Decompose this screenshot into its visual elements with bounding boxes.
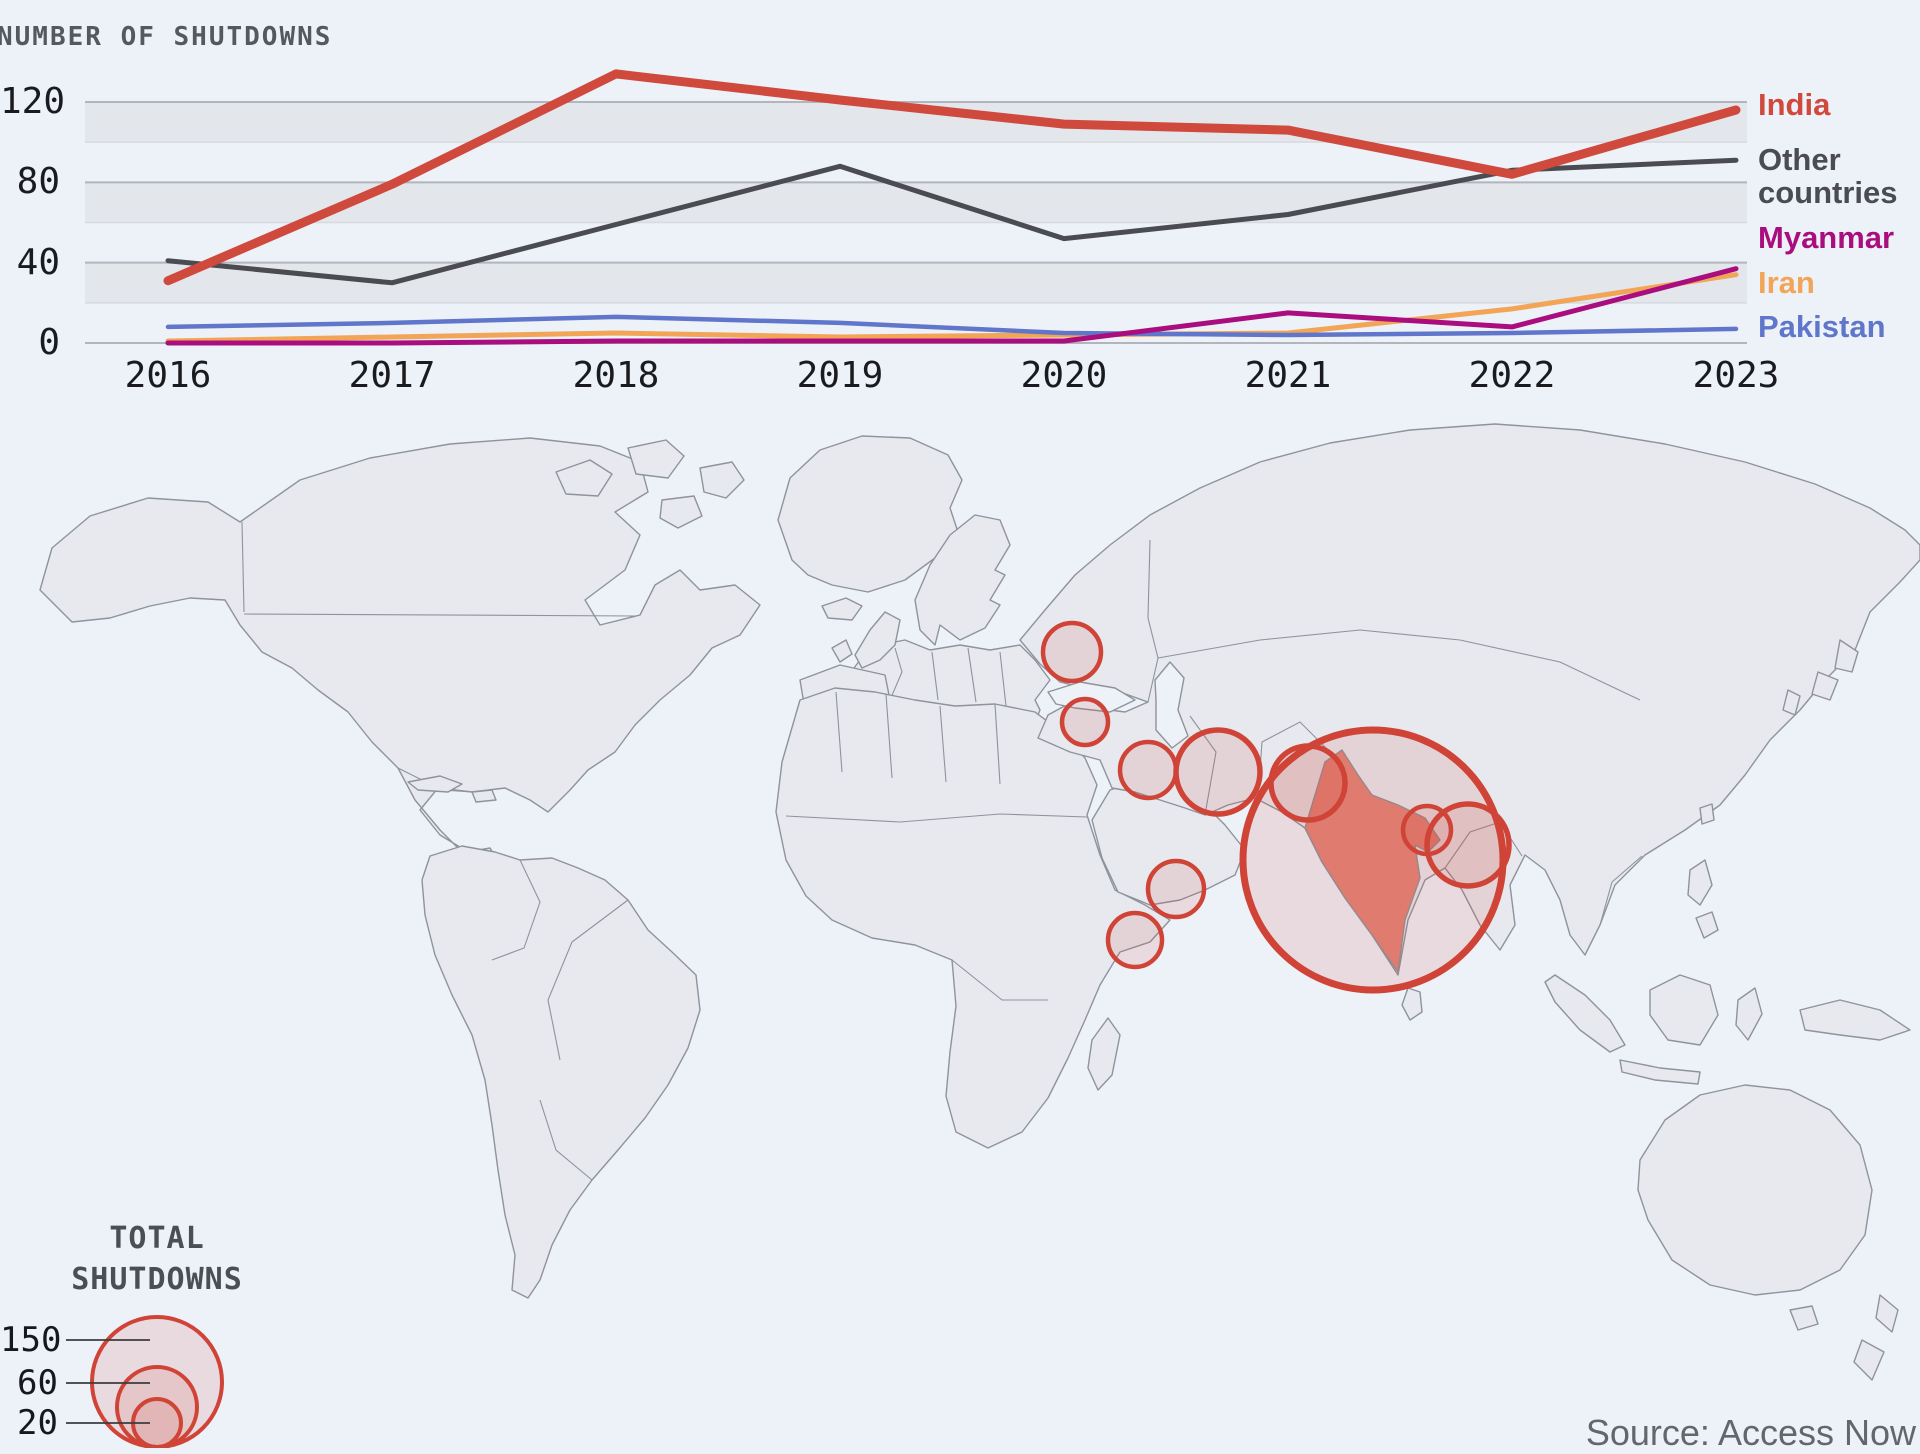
legend-value-150: 150 — [0, 1320, 62, 1360]
x-tick-label: 2020 — [1020, 355, 1108, 396]
japan-south — [1811, 671, 1839, 701]
united-kingdom — [854, 611, 901, 669]
border-iran-west — [1189, 715, 1217, 816]
border-sa-1 — [491, 859, 541, 961]
border-af-5 — [951, 959, 1048, 1001]
y-tick-label: 0 — [38, 322, 60, 363]
border-sa-3 — [539, 1099, 593, 1181]
border-alaska-canada — [241, 521, 245, 613]
border-eu-4 — [999, 651, 1007, 707]
x-tick-label: 2017 — [348, 355, 436, 396]
source-note: Source: Access Now — [1585, 1412, 1916, 1453]
philippines-luzon — [1687, 859, 1713, 906]
continent-south-america — [421, 845, 701, 1299]
korea — [1782, 689, 1801, 716]
continent-africa — [775, 687, 1171, 1149]
japan-north — [1834, 639, 1859, 673]
line-myanmar — [165, 266, 1739, 346]
series-label-iran: Iran — [1758, 265, 1815, 300]
line-chart — [85, 69, 1747, 346]
iceland — [821, 597, 863, 621]
bubble-size-legend — [66, 1315, 224, 1448]
legend-value-20: 20 — [17, 1403, 58, 1443]
x-tick-label: 2023 — [1692, 355, 1780, 396]
world-map — [39, 423, 1920, 1381]
bubble-ukraine — [1040, 620, 1104, 684]
taiwan — [1699, 803, 1715, 825]
border-af-2 — [885, 693, 893, 779]
chart-title: NUMBER OF SHUTDOWNS — [0, 22, 333, 52]
ireland — [831, 639, 853, 663]
border-ural — [1147, 539, 1159, 703]
line-iran — [165, 272, 1739, 344]
island-arctic-2 — [627, 439, 685, 479]
island-arctic-4 — [659, 495, 703, 529]
line-india — [163, 69, 1741, 286]
map-legend-title: TOTAL SHUTDOWNS — [71, 1221, 243, 1297]
border-indochina — [1599, 855, 1643, 926]
x-tick-label: 2016 — [124, 355, 212, 396]
border-af-sahel — [785, 813, 1088, 823]
bubble-pakistan — [1268, 743, 1348, 823]
x-tick-label: 2018 — [572, 355, 660, 396]
y-tick-label: 40 — [16, 241, 60, 283]
border-eu-1 — [889, 647, 903, 701]
border-eu-2 — [931, 651, 939, 701]
sri-lanka — [1401, 987, 1423, 1021]
bubble-india — [1239, 726, 1507, 994]
philippines-mindanao — [1695, 911, 1719, 939]
madagascar — [1087, 1017, 1121, 1091]
border-sa-2 — [547, 899, 629, 1061]
new-zealand-north — [1875, 1294, 1899, 1333]
bubble-iraq — [1117, 739, 1179, 801]
series-label-india: India — [1758, 87, 1831, 122]
greenland — [777, 435, 963, 593]
line-pakistan — [165, 314, 1739, 338]
y-tick-label: 80 — [16, 161, 60, 203]
border-kazakh — [1157, 629, 1461, 659]
bubble-bangladesh — [1400, 803, 1454, 857]
x-tick-label: 2019 — [796, 355, 884, 396]
sumatra — [1544, 974, 1626, 1053]
border-af-4 — [994, 703, 1001, 785]
sulawesi — [1735, 987, 1763, 1041]
borneo — [1649, 974, 1719, 1046]
continent-asia — [1019, 423, 1920, 976]
island-arctic-1 — [555, 459, 613, 497]
y-tick-label: 120 — [0, 81, 66, 122]
australia — [1637, 1084, 1873, 1296]
x-tick-label: 2021 — [1244, 355, 1332, 396]
shutdown-bubbles — [1040, 620, 1512, 994]
bubble-yemen — [1145, 858, 1207, 920]
hispaniola — [471, 789, 497, 803]
tasmania — [1789, 1305, 1819, 1331]
x-tick-label: 2022 — [1468, 355, 1556, 396]
new-zealand-south — [1853, 1339, 1885, 1381]
bubble-turkey — [1059, 696, 1111, 748]
bubble-ethiopia — [1105, 910, 1165, 970]
continent-north-america — [39, 437, 761, 949]
cuba — [407, 775, 463, 793]
border-af-1 — [835, 691, 843, 773]
scandinavia — [914, 514, 1011, 646]
caspian-sea — [1154, 661, 1189, 749]
bubble-myanmar — [1424, 801, 1512, 889]
series-label-myanmar: Myanmar — [1758, 220, 1895, 255]
new-guinea — [1799, 999, 1911, 1041]
bubble-iran — [1173, 727, 1263, 817]
series-label-other-countries: Other countries — [1758, 142, 1898, 210]
line-other-countries — [165, 157, 1739, 286]
legend-value-60: 60 — [17, 1363, 58, 1403]
java — [1619, 1059, 1701, 1085]
border-eu-3 — [967, 647, 977, 703]
series-label-pakistan: Pakistan — [1758, 309, 1886, 344]
grid-band — [85, 262, 1747, 303]
island-arctic-3 — [699, 461, 745, 499]
border-china-north — [1459, 639, 1641, 701]
border-af-3 — [939, 705, 947, 783]
border-us-canada — [243, 613, 637, 617]
